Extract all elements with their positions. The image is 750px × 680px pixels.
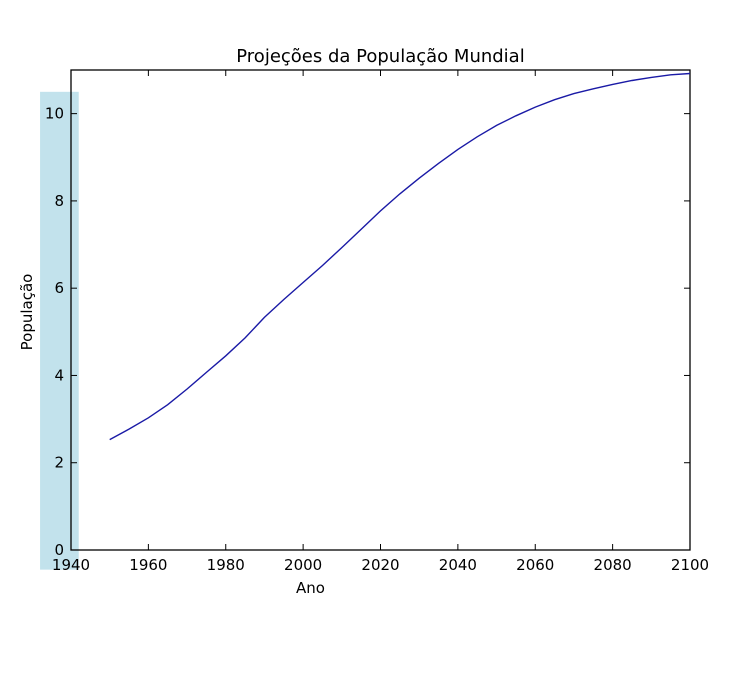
x-tick-label: 1960: [129, 556, 167, 574]
series-group: [109, 72, 691, 441]
y-tick-label: 2: [54, 454, 64, 472]
y-tick-label: 10: [45, 105, 64, 123]
y-axis-highlight-band: [40, 91, 79, 570]
y-tick-label: 4: [54, 366, 64, 384]
plot-area: [70, 69, 691, 551]
x-tick-label: 2060: [516, 556, 554, 574]
x-axis-label: Ano: [296, 579, 325, 597]
y-axis-tick-labels: 0 2 4 6 8 10: [45, 105, 64, 559]
x-tick-label: 2040: [439, 556, 477, 574]
x-tick-label: 2080: [594, 556, 632, 574]
x-tick-label: 2020: [361, 556, 399, 574]
x-tick-label: 2000: [284, 556, 322, 574]
y-tick-label: 6: [54, 279, 64, 297]
plot-frame: [70, 69, 691, 551]
x-tick-label: 1980: [207, 556, 245, 574]
x-axis-tick-labels: 1940 1960 1980 2000 2020 2040 2060 2080 2100: [52, 556, 709, 574]
x-axis-ticks: [70, 70, 691, 550]
y-tick-label: 0: [54, 541, 64, 559]
chart-title: Projeções da População Mundial: [236, 46, 524, 67]
y-axis-ticks: [71, 113, 690, 551]
x-tick-label: 1940: [52, 556, 90, 574]
series-line: [109, 72, 691, 441]
y-axis-label: População: [18, 274, 36, 351]
x-tick-label: 2100: [671, 556, 709, 574]
y-tick-label: 8: [54, 192, 64, 210]
